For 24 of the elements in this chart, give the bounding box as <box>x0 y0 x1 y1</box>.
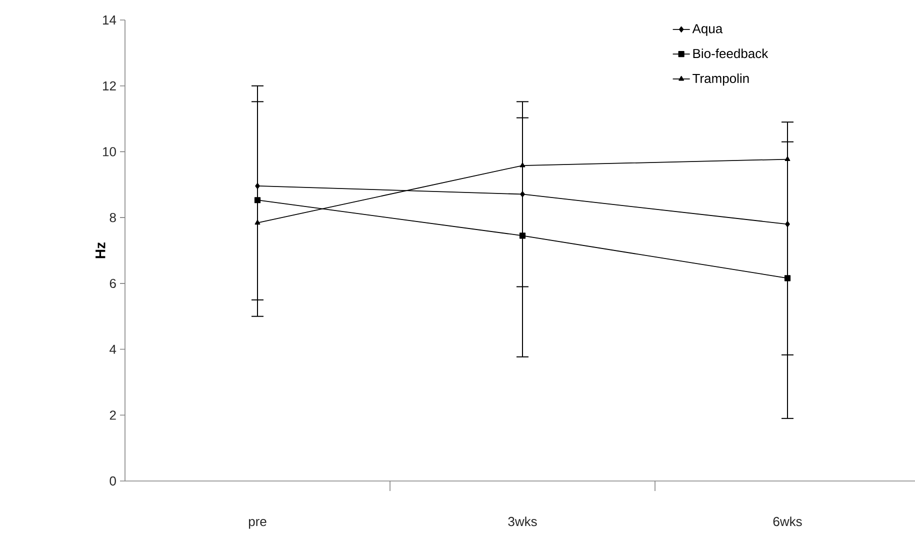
point <box>784 156 790 162</box>
point <box>785 221 790 228</box>
x-tick-label: 3wks <box>508 516 537 526</box>
y-tick-label: 6 <box>110 278 116 288</box>
y-tick-label: 8 <box>110 212 116 222</box>
y-tick-label: 4 <box>110 344 116 354</box>
legend-label: Bio-feedback <box>693 48 768 58</box>
legend-label: Trampolin <box>692 74 749 86</box>
x-tick-label: pre <box>248 519 266 529</box>
y-tick-label: 2 <box>110 410 116 420</box>
y-tick-label: 0 <box>110 476 116 486</box>
y-tick-label: 14 <box>103 16 116 24</box>
y-tick-label: 10 <box>103 147 116 156</box>
y-tick-label: 12 <box>103 81 116 90</box>
point <box>520 191 525 198</box>
point <box>520 162 526 168</box>
legend-label: Aqua <box>692 24 723 36</box>
point <box>254 220 260 225</box>
x-tick-label: 6wks <box>773 516 802 526</box>
point <box>255 182 260 189</box>
point <box>519 232 526 239</box>
y-axis-title: Hz <box>96 242 106 258</box>
point <box>254 197 261 204</box>
point <box>784 275 791 282</box>
